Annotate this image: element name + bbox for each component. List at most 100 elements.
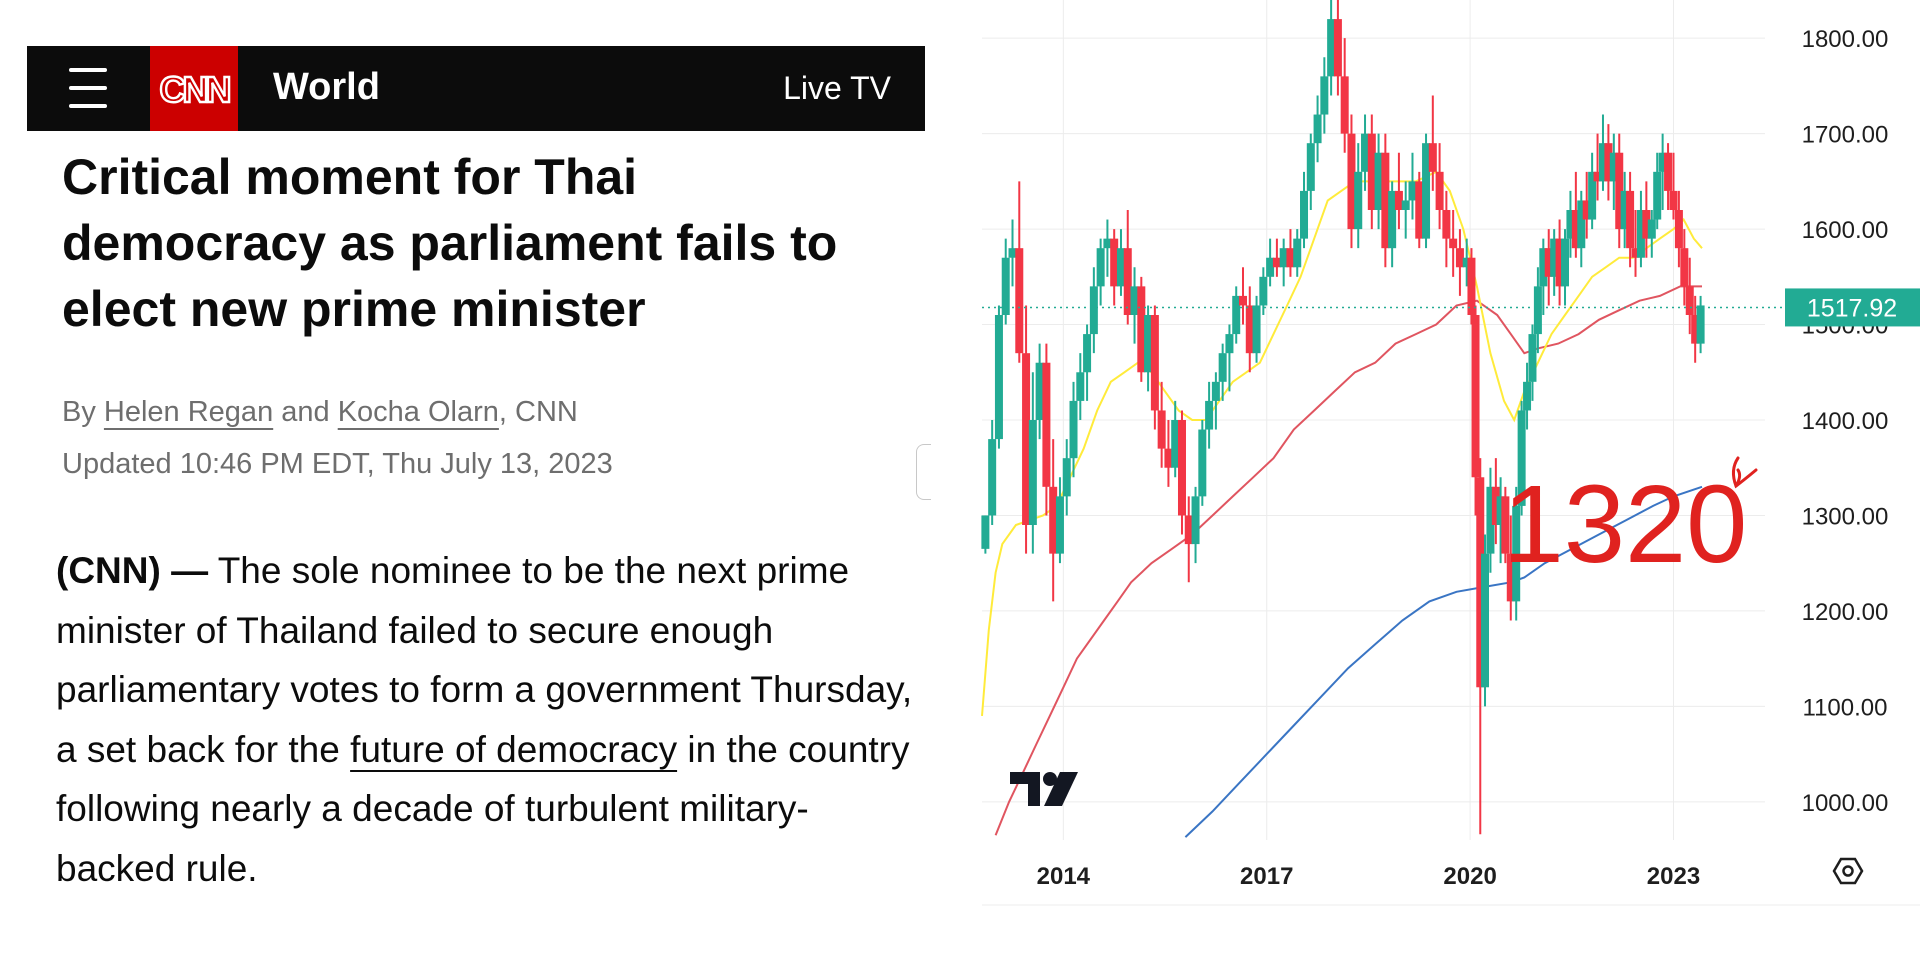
candlestick: [1055, 477, 1064, 564]
candle-body: [1001, 257, 1010, 315]
candle-body: [1015, 248, 1024, 354]
article-body: (CNN) — The sole nominee to be the next …: [56, 541, 926, 898]
candle-body: [1476, 477, 1485, 688]
tradingview-logo-part: [1044, 772, 1078, 806]
candlestick: [1089, 267, 1098, 354]
price-chart[interactable]: 1800.001700.001600.001500.001400.001300.…: [930, 0, 1920, 971]
candle-body: [1042, 362, 1051, 487]
candlestick: [1476, 458, 1485, 835]
candle-body: [1130, 286, 1139, 315]
candle-body: [1239, 295, 1247, 306]
candlestick: [1544, 229, 1553, 306]
candle-body: [1089, 286, 1098, 335]
candle-body: [1496, 496, 1505, 525]
candle-body: [1550, 238, 1559, 277]
candle-body: [1103, 238, 1112, 249]
candle-body: [1626, 190, 1635, 249]
candlestick: [1626, 171, 1635, 268]
future-of-democracy-link[interactable]: future of democracy: [350, 728, 678, 770]
candlestick: [1144, 305, 1153, 392]
candlestick: [1211, 372, 1220, 430]
chart-svg[interactable]: 1800.001700.001600.001500.001400.001300.…: [930, 0, 1920, 971]
candlestick: [1501, 486, 1510, 564]
live-tv-link[interactable]: Live TV: [783, 70, 891, 106]
y-axis-tick-label: 1300.00: [1802, 503, 1889, 530]
candlestick: [1239, 267, 1247, 325]
candle-body: [1022, 353, 1031, 525]
candle-body: [1588, 171, 1597, 220]
candlestick: [1103, 219, 1112, 277]
candlestick: [1259, 267, 1268, 315]
candlestick: [1408, 152, 1417, 220]
candlestick: [1435, 143, 1444, 230]
article-text-part2: in the country following nearly a decade…: [56, 728, 910, 889]
candle-body: [1150, 315, 1159, 411]
candle-body: [1523, 381, 1532, 411]
candlestick: [1300, 171, 1309, 249]
candlestick: [1669, 152, 1678, 220]
byline: By Helen Regan and Kocha Olarn, CNN: [62, 392, 578, 432]
moving-average-mid-line: [994, 285, 1702, 836]
side-panel-handle[interactable]: [916, 444, 931, 500]
y-axis-tick-label: 1800.00: [1802, 26, 1889, 53]
author-link-helen-regan[interactable]: Helen Regan: [103, 396, 274, 428]
candle-body: [1593, 171, 1602, 182]
candlestick: [1680, 229, 1689, 306]
candle-body: [1293, 238, 1302, 268]
candlestick: [1394, 152, 1403, 230]
candlestick: [1272, 238, 1281, 277]
candlestick: [1523, 362, 1532, 430]
candlestick: [1096, 238, 1105, 306]
candlestick: [1381, 133, 1390, 268]
candle-body: [1116, 248, 1125, 287]
candlestick: [1517, 400, 1526, 516]
candlestick: [1577, 190, 1586, 268]
candlestick: [1636, 190, 1645, 268]
cnn-logo-icon: CNN: [158, 67, 233, 110]
candlestick: [1266, 238, 1275, 287]
candle-body: [1184, 515, 1193, 545]
y-axis-tick-label: 1700.00: [1802, 122, 1889, 149]
candle-body: [1408, 181, 1417, 201]
candle-body: [1218, 353, 1227, 382]
candlestick: [1116, 229, 1125, 296]
author-link-kocha-olarn[interactable]: Kocha Olarn: [337, 396, 499, 428]
candle-body: [1455, 248, 1464, 268]
candle-body: [1327, 19, 1336, 77]
candle-body: [1062, 458, 1071, 497]
candlestick: [1455, 229, 1464, 296]
settings-hexagon-icon[interactable]: [1832, 857, 1864, 885]
candle-body: [1340, 76, 1349, 134]
candle-body: [1333, 19, 1342, 77]
candle-body: [1313, 114, 1322, 144]
candle-body: [1636, 210, 1645, 258]
candlestick: [1001, 238, 1010, 325]
candle-body: [1137, 286, 1146, 373]
candle-body: [1680, 248, 1689, 287]
candlestick: [1374, 133, 1383, 230]
candle-body: [1381, 152, 1390, 249]
section-title[interactable]: World: [273, 66, 380, 108]
candlestick: [1177, 410, 1186, 535]
hamburger-menu-icon[interactable]: [69, 66, 107, 110]
candlestick: [1422, 133, 1431, 249]
candlestick: [1340, 38, 1349, 153]
candle-body: [1415, 181, 1424, 239]
candlestick: [1604, 124, 1613, 201]
candle-body: [1361, 133, 1370, 172]
candle-body: [1631, 248, 1640, 258]
candle-body: [1300, 190, 1309, 239]
candlestick: [1293, 229, 1302, 277]
cnn-logo[interactable]: CNN: [150, 46, 238, 131]
x-axis-tick-label: 2014: [1037, 863, 1091, 890]
candle-body: [1008, 248, 1017, 258]
candle-body: [1604, 143, 1613, 182]
candle-body: [1467, 257, 1476, 315]
candle-body: [1696, 305, 1705, 344]
tradingview-logo-icon[interactable]: [1010, 772, 1078, 806]
candle-body: [1083, 334, 1092, 373]
candle-body: [1110, 238, 1119, 287]
candlestick: [1028, 372, 1037, 554]
candlestick: [1539, 238, 1548, 315]
article-text-part1: The sole nominee to be the next prime mi…: [56, 550, 913, 770]
